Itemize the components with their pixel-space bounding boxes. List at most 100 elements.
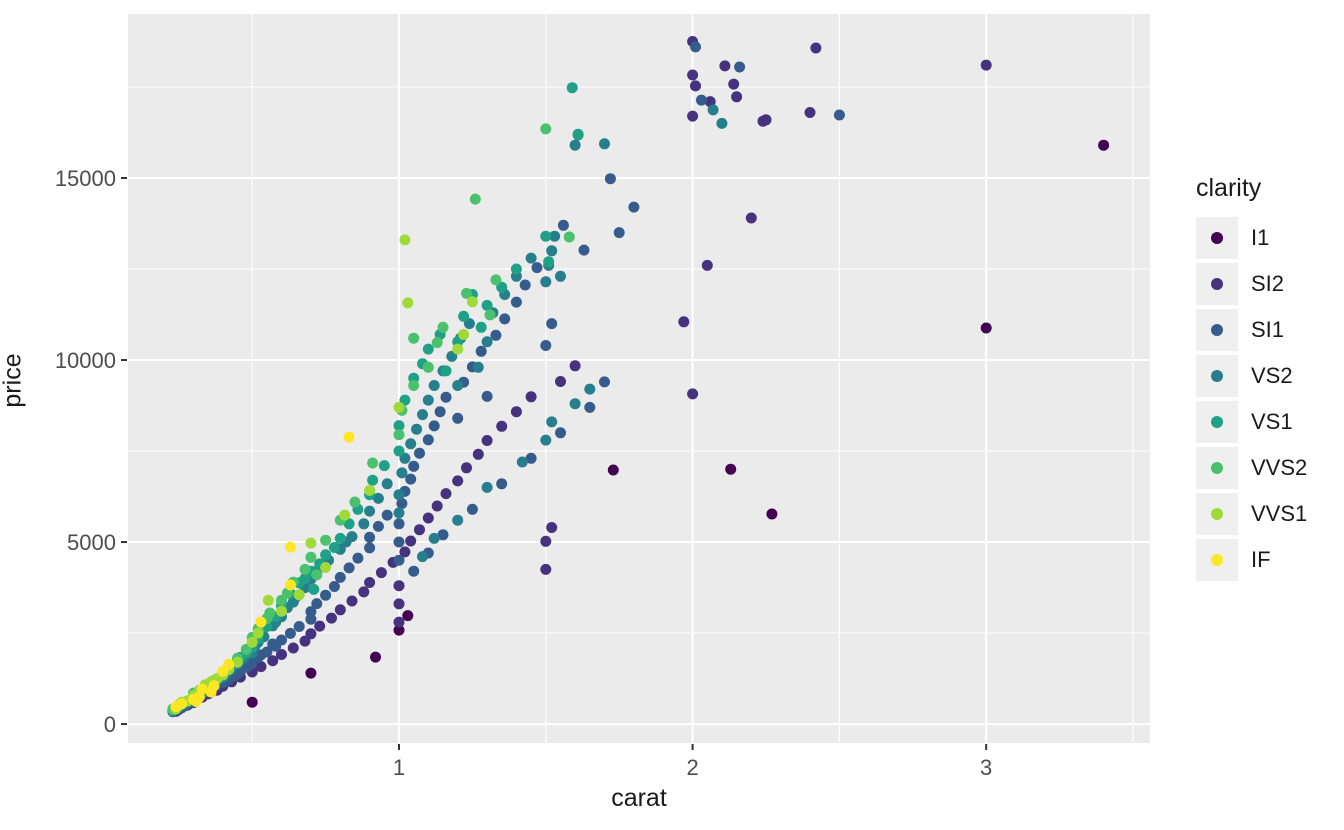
data-point-VVS1 xyxy=(399,234,411,246)
data-point-SI1 xyxy=(364,542,376,554)
data-point-I1 xyxy=(725,463,737,475)
data-point-VVS1 xyxy=(402,297,414,309)
data-point-SI2 xyxy=(440,488,452,500)
data-point-SI2 xyxy=(728,78,740,90)
data-point-VS2 xyxy=(358,518,370,530)
data-point-VVS2 xyxy=(305,551,317,563)
data-point-SI2 xyxy=(540,535,552,547)
legend-key-dot xyxy=(1211,554,1223,566)
data-point-SI1 xyxy=(393,536,405,548)
data-point-SI2 xyxy=(555,376,566,387)
data-point-SI1 xyxy=(305,613,317,625)
data-point-SI1 xyxy=(833,109,845,121)
data-point-VS2 xyxy=(446,350,458,362)
data-point-VS2 xyxy=(569,139,581,151)
data-point-SI2 xyxy=(687,110,699,122)
data-point-SI1 xyxy=(372,520,384,532)
data-point-SI1 xyxy=(334,571,346,583)
data-point-VS2 xyxy=(481,481,493,493)
data-point-SI1 xyxy=(320,589,332,601)
data-point-VVS2 xyxy=(484,309,496,321)
legend-label: VVS2 xyxy=(1251,455,1308,480)
plot-panel xyxy=(128,14,1150,743)
data-point-VS1 xyxy=(334,532,346,544)
data-point-SI2 xyxy=(375,567,387,579)
data-point-VS2 xyxy=(540,434,552,446)
data-point-I1 xyxy=(766,508,778,520)
legend-key xyxy=(1196,309,1238,351)
data-point-VS1 xyxy=(566,82,578,94)
data-point-I1 xyxy=(305,667,317,679)
data-point-VS2 xyxy=(707,104,719,116)
legend-label: I1 xyxy=(1251,225,1270,250)
data-point-SI2 xyxy=(510,406,522,418)
data-point-VVS1 xyxy=(262,594,274,606)
data-point-VVS1 xyxy=(466,296,478,308)
legend-key xyxy=(1196,355,1238,397)
data-point-SI1 xyxy=(496,478,508,490)
data-point-VS2 xyxy=(516,456,528,468)
data-point-SI2 xyxy=(810,42,822,54)
legend-item-VVS2: VVS2 xyxy=(1196,445,1307,491)
data-point-SI1 xyxy=(555,427,566,439)
y-tick-label: 0 xyxy=(104,712,116,737)
data-point-VVS2 xyxy=(408,380,420,391)
data-point-VS2 xyxy=(364,505,376,517)
data-point-SI1 xyxy=(510,296,522,308)
legend-key xyxy=(1196,447,1238,489)
data-point-SI2 xyxy=(414,524,425,536)
data-point-VS2 xyxy=(525,252,537,264)
data-point-SI1 xyxy=(584,401,596,413)
data-point-VS2 xyxy=(549,230,561,242)
data-point-SI2 xyxy=(287,642,299,654)
data-point-SI1 xyxy=(343,562,355,574)
data-point-SI1 xyxy=(599,376,610,388)
data-point-SI2 xyxy=(422,512,434,524)
y-axis-title: price xyxy=(0,353,27,408)
data-point-VS2 xyxy=(546,416,558,428)
data-point-VS2 xyxy=(546,245,558,257)
legend-item-SI1: SI1 xyxy=(1196,307,1307,353)
data-point-SI2 xyxy=(540,563,552,575)
data-point-SI2 xyxy=(326,612,337,624)
data-point-VVS2 xyxy=(490,274,502,286)
data-point-SI2 xyxy=(481,435,493,446)
data-point-IF xyxy=(223,658,235,670)
data-point-VS2 xyxy=(428,380,440,391)
legend-label: VS1 xyxy=(1251,409,1293,434)
legend-key xyxy=(1196,401,1238,443)
data-point-VVS1 xyxy=(246,636,258,648)
data-point-VVS2 xyxy=(408,332,420,344)
data-point-VVS2 xyxy=(320,534,332,546)
data-point-SI1 xyxy=(734,61,746,73)
data-point-VVS2 xyxy=(540,123,552,135)
data-point-SI1 xyxy=(396,498,408,509)
data-point-VVS2 xyxy=(299,563,311,575)
data-point-VS2 xyxy=(399,452,411,464)
data-point-SI2 xyxy=(690,80,701,92)
data-point-SI2 xyxy=(305,628,317,640)
data-point-VS2 xyxy=(411,423,423,435)
data-point-VS1 xyxy=(540,230,552,242)
legend-item-I1: I1 xyxy=(1196,215,1307,261)
data-point-I1 xyxy=(402,610,414,622)
data-point-SI2 xyxy=(472,448,484,460)
data-point-SI2 xyxy=(804,107,816,118)
data-point-SI2 xyxy=(701,259,713,271)
data-point-SI2 xyxy=(525,391,537,403)
data-point-SI1 xyxy=(393,554,405,566)
x-tick-label: 3 xyxy=(980,755,992,780)
data-point-SI1 xyxy=(499,313,511,325)
data-point-VVS2 xyxy=(276,594,287,606)
y-tick-label: 10000 xyxy=(55,348,116,373)
data-point-SI1 xyxy=(393,518,405,530)
data-point-SI2 xyxy=(704,96,716,108)
legend-item-SI2: SI2 xyxy=(1196,261,1307,307)
data-point-VVS1 xyxy=(458,329,470,340)
legend-item-VS1: VS1 xyxy=(1196,399,1307,445)
data-point-SI1 xyxy=(408,460,420,472)
data-point-VS2 xyxy=(372,492,384,504)
data-point-VVS2 xyxy=(311,569,323,581)
data-point-SI1 xyxy=(364,531,376,543)
y-tick-label: 5000 xyxy=(67,530,116,555)
